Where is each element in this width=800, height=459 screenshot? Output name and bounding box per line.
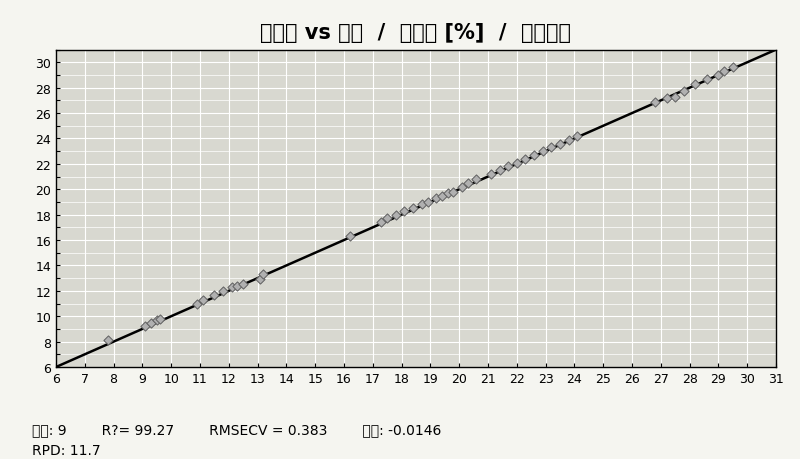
Point bbox=[462, 180, 474, 187]
Point bbox=[430, 195, 442, 202]
Point bbox=[442, 190, 454, 197]
Point bbox=[237, 281, 250, 289]
Point bbox=[545, 145, 558, 152]
Text: RPD: 11.7: RPD: 11.7 bbox=[32, 443, 101, 458]
Point bbox=[712, 72, 725, 79]
Point bbox=[381, 215, 394, 223]
Point bbox=[536, 148, 549, 156]
Point bbox=[102, 337, 114, 344]
Point bbox=[406, 205, 419, 213]
Point bbox=[669, 94, 682, 101]
Point bbox=[375, 219, 388, 226]
Point bbox=[415, 202, 428, 209]
Point bbox=[139, 323, 152, 330]
Point bbox=[689, 81, 702, 89]
Point bbox=[435, 192, 448, 200]
Point bbox=[718, 68, 730, 76]
Point bbox=[390, 212, 402, 219]
Point bbox=[217, 287, 230, 295]
Point bbox=[456, 184, 469, 191]
Point bbox=[447, 189, 460, 196]
Point bbox=[421, 199, 434, 206]
Point bbox=[190, 300, 203, 308]
Point bbox=[470, 176, 483, 184]
Point bbox=[528, 152, 541, 159]
Point bbox=[660, 95, 673, 102]
Point bbox=[493, 167, 506, 174]
Point bbox=[554, 140, 566, 148]
Point bbox=[649, 99, 662, 106]
Title: 预测值 vs 真值  /  聚戊糖 [%]  /  交叉检验: 预测值 vs 真值 / 聚戊糖 [%] / 交叉检验 bbox=[261, 23, 571, 44]
Point bbox=[257, 271, 270, 279]
Point bbox=[150, 317, 163, 324]
Point bbox=[701, 76, 714, 83]
Point bbox=[485, 171, 498, 178]
Point bbox=[562, 137, 575, 144]
Point bbox=[678, 89, 690, 96]
Point bbox=[231, 282, 244, 290]
Text: 维数: 9        R?= 99.27        RMSECV = 0.383        偏移: -0.0146: 维数: 9 R?= 99.27 RMSECV = 0.383 偏移: -0.01… bbox=[32, 423, 442, 437]
Point bbox=[510, 160, 523, 167]
Point bbox=[726, 65, 739, 72]
Point bbox=[208, 291, 221, 299]
Point bbox=[254, 276, 267, 284]
Point bbox=[502, 163, 514, 171]
Point bbox=[398, 208, 411, 215]
Point bbox=[226, 284, 238, 291]
Point bbox=[343, 233, 356, 241]
Point bbox=[571, 133, 584, 140]
Point bbox=[519, 156, 532, 163]
Point bbox=[145, 319, 158, 326]
Point bbox=[197, 297, 210, 304]
Point bbox=[154, 315, 166, 323]
